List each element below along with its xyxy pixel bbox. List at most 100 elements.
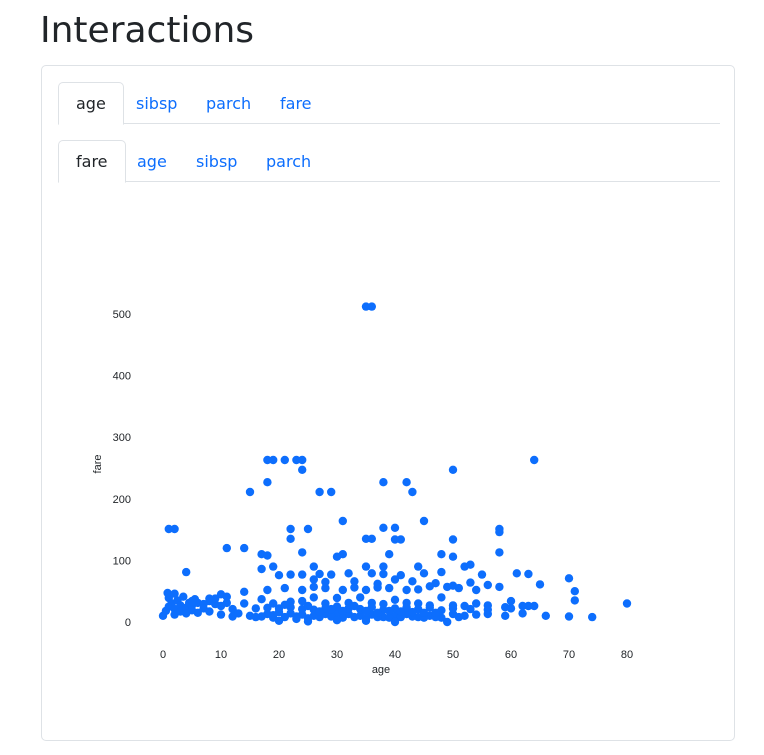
scatter-points	[158, 302, 632, 627]
scatter-point	[350, 601, 359, 611]
x-tick-label: 50	[447, 649, 459, 661]
subtab-parch[interactable]: parch	[266, 152, 312, 171]
scatter-point	[298, 548, 307, 557]
scatter-point	[222, 592, 231, 601]
scatter-point	[385, 606, 394, 616]
scatter-point	[361, 534, 371, 543]
scatter-point	[483, 605, 492, 614]
scatter-point	[251, 612, 260, 622]
scatter-point	[228, 604, 237, 614]
scatter-point	[443, 617, 452, 627]
scatter-point	[350, 583, 359, 592]
scatter-point	[361, 302, 371, 311]
scatter-point	[327, 570, 336, 579]
scatter-point	[251, 604, 260, 613]
scatter-point	[419, 608, 429, 617]
scatter-point	[298, 465, 307, 474]
x-tick-label: 0	[160, 649, 166, 661]
subtab-age[interactable]: age	[137, 152, 167, 171]
x-tick-label: 70	[563, 649, 575, 661]
scatter-point	[367, 302, 376, 311]
x-tick-label: 60	[505, 649, 517, 661]
scatter-point	[466, 604, 475, 614]
scatter-point	[431, 608, 440, 617]
scatter-point	[570, 587, 579, 596]
scatter-point	[321, 583, 330, 593]
scatter-point	[530, 455, 539, 465]
tab-sibsp[interactable]: sibsp	[136, 94, 178, 113]
tab-age[interactable]: age	[58, 82, 124, 125]
scatter-point	[541, 611, 550, 620]
scatter-point	[396, 571, 405, 580]
scatter-point	[448, 604, 458, 613]
scatter-point	[303, 524, 313, 534]
scatter-point	[240, 587, 249, 596]
scatter-point	[622, 599, 632, 608]
x-tick-label: 30	[331, 649, 343, 661]
scatter-point	[408, 577, 417, 586]
scatter-point	[408, 607, 417, 617]
scatter-point	[280, 583, 289, 593]
scatter-point	[402, 603, 411, 612]
scatter-point	[274, 616, 284, 625]
scatter-point	[274, 571, 284, 580]
scatter-point	[385, 583, 394, 593]
scatter-point	[216, 610, 226, 619]
scatter-point	[269, 562, 278, 571]
scatter-svg: 0 10 20 30 40 50 60 70 80 0 100 200 300 400 500 age f…	[92, 302, 633, 676]
y-tick-label: 500	[113, 309, 131, 321]
scatter-point	[298, 570, 307, 579]
x-tick-label: 40	[389, 649, 401, 661]
scatter-point	[269, 599, 278, 608]
scatter-point	[477, 570, 487, 579]
scatter-point	[373, 579, 382, 588]
scatter-point	[361, 585, 371, 595]
scatter-point	[373, 608, 382, 617]
scatter-point	[419, 516, 429, 526]
scatter-point	[588, 612, 597, 622]
scatter-point	[454, 612, 463, 622]
secondary-variable-tabs: fare age sibsp parch	[58, 140, 720, 183]
interaction-scatter-plot: 0 10 20 30 40 50 60 70 80 0 100 200 300 400 500 age f…	[50, 232, 670, 687]
tab-parch[interactable]: parch	[206, 94, 252, 113]
scatter-point	[234, 609, 243, 618]
x-axis-ticks: 0 10 20 30 40 50 60 70 80	[160, 649, 633, 661]
scatter-point	[390, 523, 400, 532]
primary-variable-tabs: age sibsp parch fare	[58, 82, 720, 125]
y-tick-label: 200	[113, 494, 131, 506]
scatter-point	[390, 595, 400, 604]
scatter-point	[495, 527, 504, 537]
scatter-point	[280, 600, 289, 609]
scatter-point	[396, 607, 405, 616]
scatter-point	[367, 569, 376, 578]
scatter-point	[495, 548, 504, 557]
tab-fare[interactable]: fare	[280, 94, 312, 113]
scatter-point	[570, 596, 579, 605]
scatter-point	[321, 577, 330, 587]
scatter-point	[472, 585, 481, 595]
scatter-point	[564, 612, 574, 621]
scatter-point	[379, 569, 388, 579]
x-tick-label: 20	[273, 649, 285, 661]
scatter-point	[419, 569, 429, 578]
scatter-point	[315, 487, 324, 497]
y-tick-label: 400	[113, 371, 131, 383]
scatter-point	[466, 578, 475, 587]
scatter-point	[437, 550, 446, 559]
page-title: Interactions	[40, 10, 255, 51]
scatter-point	[257, 595, 266, 604]
scatter-point	[518, 609, 527, 618]
scatter-point	[164, 524, 173, 534]
scatter-point	[309, 593, 318, 602]
subtab-sibsp[interactable]: sibsp	[196, 152, 238, 171]
scatter-point	[222, 598, 231, 608]
scatter-point	[530, 601, 539, 611]
scatter-point	[170, 524, 179, 534]
scatter-point	[263, 551, 272, 560]
scatter-point	[292, 614, 301, 624]
y-tick-label: 100	[113, 555, 131, 567]
scatter-point	[286, 524, 295, 534]
subtab-fare[interactable]: fare	[58, 140, 126, 183]
scatter-point	[240, 543, 249, 553]
scatter-point	[437, 593, 446, 602]
